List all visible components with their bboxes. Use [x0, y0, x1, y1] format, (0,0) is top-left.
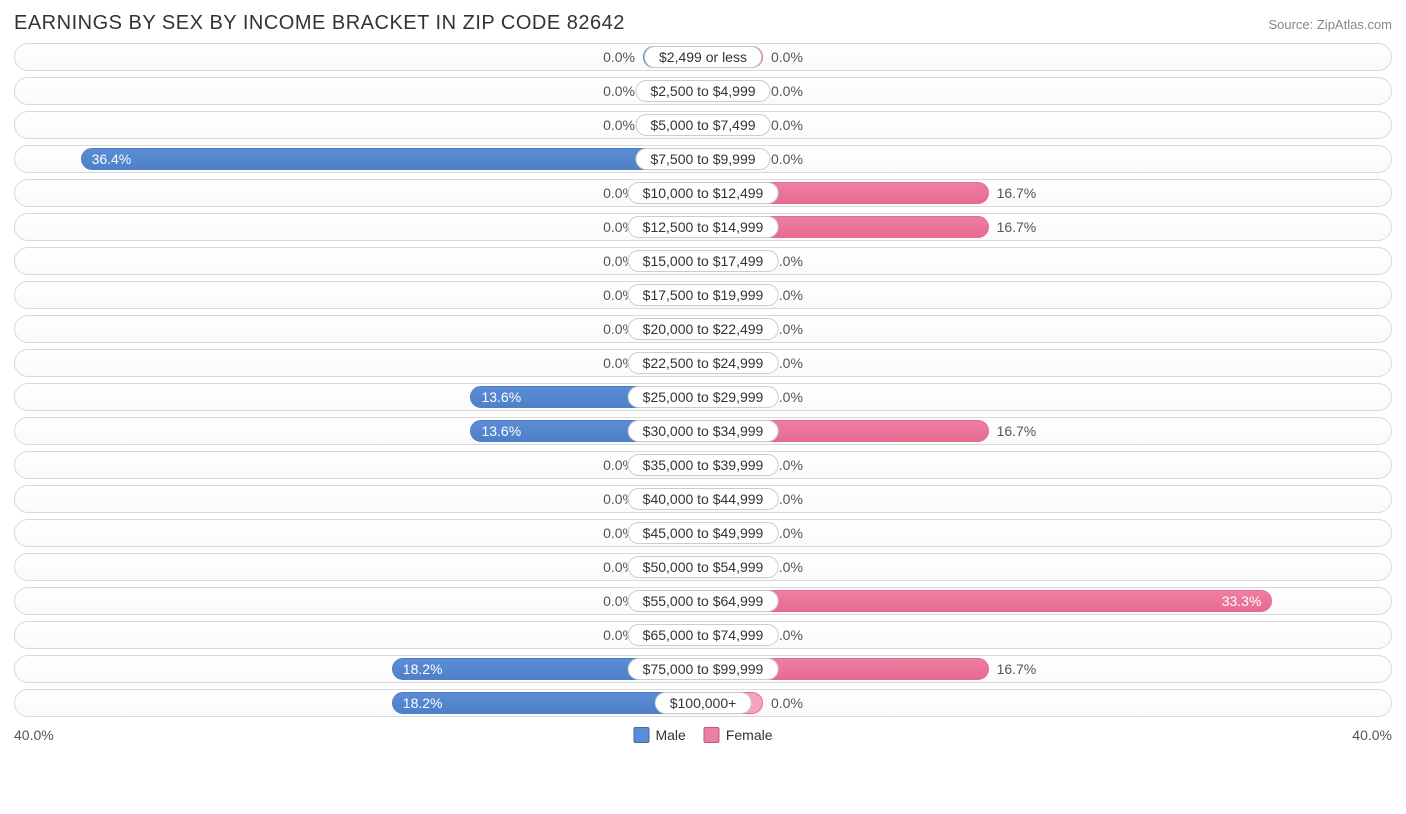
female-pct-label: 33.3% [1222, 593, 1262, 609]
bracket-label: $50,000 to $54,999 [628, 556, 779, 578]
chart-row: 36.4% 0.0%$7,500 to $9,999 [14, 145, 1392, 173]
male-swatch-icon [633, 727, 649, 743]
axis-max-left: 40.0% [14, 727, 54, 743]
chart-row: 0.0%0.0%$40,000 to $44,999 [14, 485, 1392, 513]
bracket-label: $55,000 to $64,999 [628, 590, 779, 612]
male-pct-label: 18.2% [403, 695, 443, 711]
bracket-label: $20,000 to $22,499 [628, 318, 779, 340]
chart-row: 0.0%0.0%$22,500 to $24,999 [14, 349, 1392, 377]
bracket-label: $25,000 to $29,999 [628, 386, 779, 408]
chart-row: 0.0%0.0%$65,000 to $74,999 [14, 621, 1392, 649]
bracket-label: $45,000 to $49,999 [628, 522, 779, 544]
bracket-label: $30,000 to $34,999 [628, 420, 779, 442]
chart-row: 18.2% 0.0% $100,000+ [14, 689, 1392, 717]
female-swatch-icon [704, 727, 720, 743]
male-bar: 36.4% [81, 148, 703, 170]
chart-row: 0.0% 0.0% $2,499 or less [14, 43, 1392, 71]
chart-row: 13.6%0.0%$25,000 to $29,999 [14, 383, 1392, 411]
female-pct-label: 0.0% [771, 151, 803, 167]
chart-row: 0.0%0.0%$35,000 to $39,999 [14, 451, 1392, 479]
axis-max-right: 40.0% [1352, 727, 1392, 743]
bracket-label: $100,000+ [655, 692, 752, 714]
bracket-label: $17,500 to $19,999 [628, 284, 779, 306]
chart-row: 0.0%33.3%$55,000 to $64,999 [14, 587, 1392, 615]
female-pct-label: 0.0% [771, 83, 803, 99]
legend-male: Male [633, 727, 685, 743]
female-pct-label: 0.0% [771, 695, 803, 711]
male-pct-label: 36.4% [92, 151, 132, 167]
bracket-label: $65,000 to $74,999 [628, 624, 779, 646]
chart-row: 0.0%16.7%$12,500 to $14,999 [14, 213, 1392, 241]
bracket-label: $5,000 to $7,499 [635, 114, 770, 136]
bracket-label: $7,500 to $9,999 [635, 148, 770, 170]
chart-row: 0.0%0.0%$45,000 to $49,999 [14, 519, 1392, 547]
female-pct-label: 16.7% [997, 185, 1037, 201]
female-pct-label: 0.0% [771, 49, 803, 65]
bracket-label: $2,500 to $4,999 [635, 80, 770, 102]
chart-title: EARNINGS BY SEX BY INCOME BRACKET IN ZIP… [14, 12, 625, 35]
legend-female-label: Female [726, 727, 773, 743]
bracket-label: $15,000 to $17,499 [628, 250, 779, 272]
chart-row: 13.6% 16.7% $30,000 to $34,999 [14, 417, 1392, 445]
chart-row: 0.0% 0.0%$5,000 to $7,499 [14, 111, 1392, 139]
chart-row: 0.0%0.0%$17,500 to $19,999 [14, 281, 1392, 309]
chart-row: 0.0%0.0%$50,000 to $54,999 [14, 553, 1392, 581]
female-bar: 33.3% [703, 590, 1272, 612]
bracket-label: $40,000 to $44,999 [628, 488, 779, 510]
female-pct-label: 16.7% [997, 661, 1037, 677]
bracket-label: $35,000 to $39,999 [628, 454, 779, 476]
legend-female: Female [704, 727, 773, 743]
bracket-label: $22,500 to $24,999 [628, 352, 779, 374]
chart-row: 18.2% 16.7% $75,000 to $99,999 [14, 655, 1392, 683]
female-pct-label: 16.7% [997, 423, 1037, 439]
bracket-label: $10,000 to $12,499 [628, 182, 779, 204]
legend-male-label: Male [655, 727, 685, 743]
male-pct-label: 0.0% [603, 83, 635, 99]
chart-legend: Male Female [633, 727, 772, 743]
chart-row: 0.0%0.0%$15,000 to $17,499 [14, 247, 1392, 275]
chart-row: 0.0% 0.0%$2,500 to $4,999 [14, 77, 1392, 105]
female-pct-label: 16.7% [997, 219, 1037, 235]
bracket-label: $2,499 or less [644, 46, 762, 68]
chart-source: Source: ZipAtlas.com [1268, 17, 1392, 32]
male-pct-label: 18.2% [403, 661, 443, 677]
female-pct-label: 0.0% [771, 117, 803, 133]
diverging-bar-chart: 0.0%0.0%$2,499 or less0.0%0.0%$2,500 to … [14, 43, 1392, 717]
bracket-label: $75,000 to $99,999 [628, 658, 779, 680]
bracket-label: $12,500 to $14,999 [628, 216, 779, 238]
chart-row: 0.0%16.7%$10,000 to $12,499 [14, 179, 1392, 207]
chart-row: 0.0%0.0%$20,000 to $22,499 [14, 315, 1392, 343]
male-pct-label: 13.6% [481, 423, 521, 439]
male-pct-label: 0.0% [603, 49, 635, 65]
male-pct-label: 13.6% [481, 389, 521, 405]
male-pct-label: 0.0% [603, 117, 635, 133]
